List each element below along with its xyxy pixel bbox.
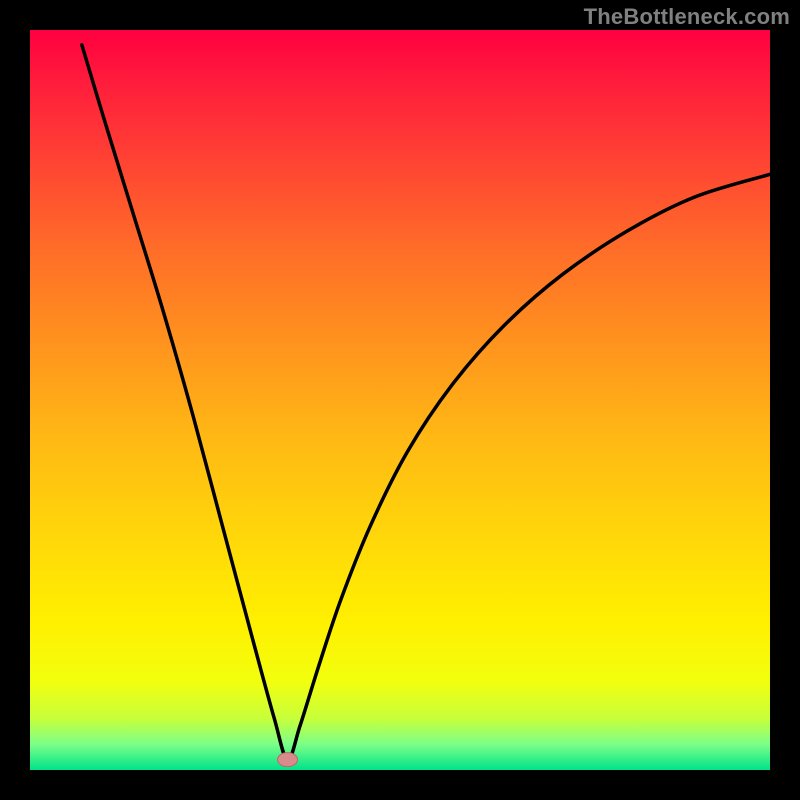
watermark-text: TheBottleneck.com — [584, 4, 790, 30]
bottleneck-chart-svg — [0, 0, 800, 800]
chart-stage: TheBottleneck.com — [0, 0, 800, 800]
plot-gradient-background — [30, 30, 770, 770]
optimum-marker — [278, 753, 298, 767]
